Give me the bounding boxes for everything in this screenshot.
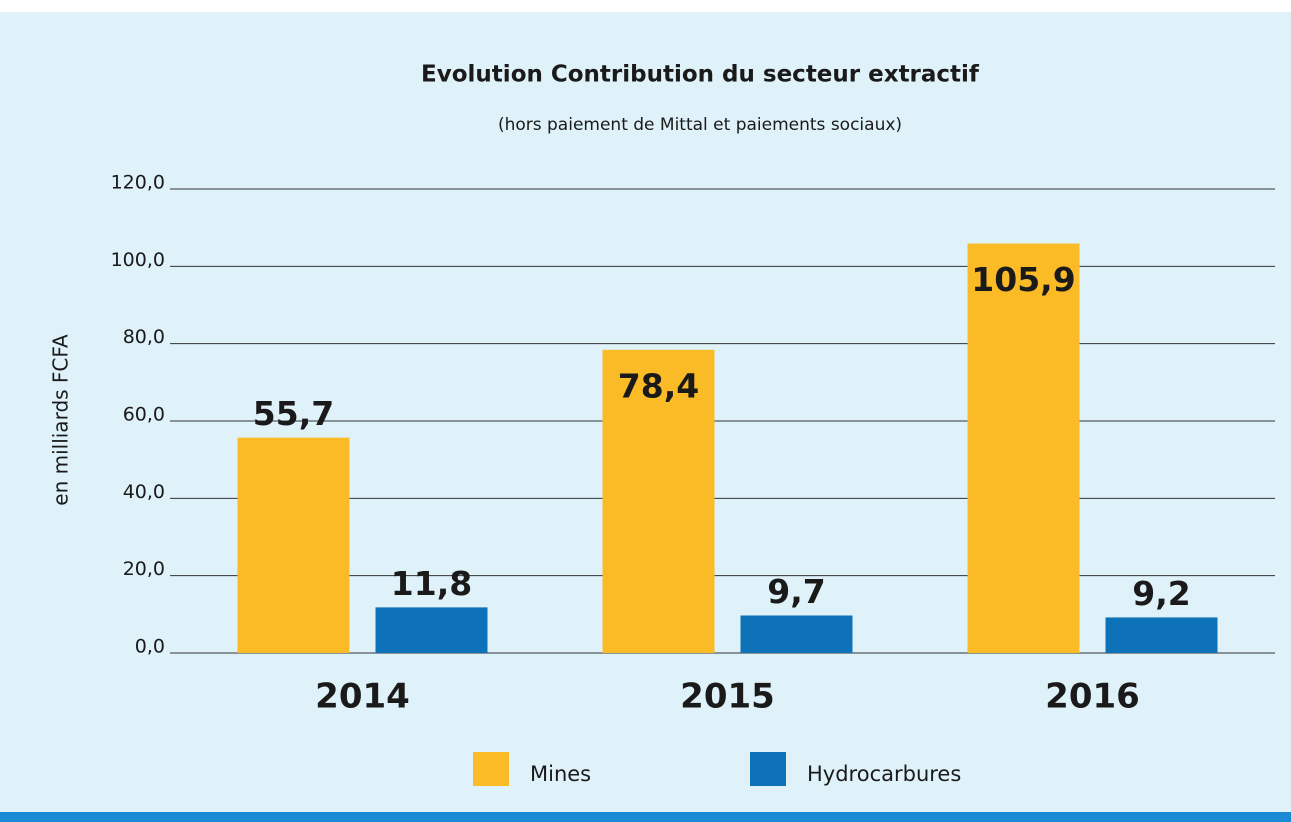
- legend-swatch: [750, 752, 786, 786]
- bar: [375, 607, 488, 653]
- legend-label: Mines: [530, 762, 591, 786]
- chart-subtitle: (hors paiement de Mittal et paiements so…: [498, 115, 902, 135]
- legend-label: Hydrocarbures: [807, 762, 961, 786]
- y-tick-label: 80,0: [123, 326, 165, 348]
- legend-swatch: [473, 752, 509, 786]
- y-axis-label: en milliards FCFA: [49, 334, 73, 506]
- x-tick-label: 2016: [1045, 677, 1140, 717]
- value-label: 55,7: [253, 394, 334, 433]
- value-label: 11,8: [391, 564, 472, 603]
- bar: [237, 437, 350, 653]
- y-tick-label: 60,0: [123, 404, 165, 426]
- bar: [602, 349, 715, 653]
- x-tick-label: 2015: [680, 677, 775, 717]
- bar: [740, 615, 853, 653]
- chart-title: Evolution Contribution du secteur extrac…: [421, 62, 980, 88]
- y-tick-label: 120,0: [111, 172, 165, 194]
- y-tick-label: 100,0: [111, 249, 165, 271]
- y-tick-label: 0,0: [135, 636, 165, 658]
- y-tick-label: 40,0: [123, 481, 165, 503]
- x-tick-label: 2014: [315, 677, 410, 717]
- value-label: 105,9: [971, 260, 1075, 299]
- value-label: 78,4: [618, 366, 699, 405]
- y-tick-label: 20,0: [123, 558, 165, 580]
- bar: [1105, 617, 1218, 653]
- bottom-band: [0, 812, 1291, 822]
- value-label: 9,2: [1132, 574, 1190, 613]
- value-label: 9,7: [767, 572, 825, 611]
- bar: [967, 243, 1080, 653]
